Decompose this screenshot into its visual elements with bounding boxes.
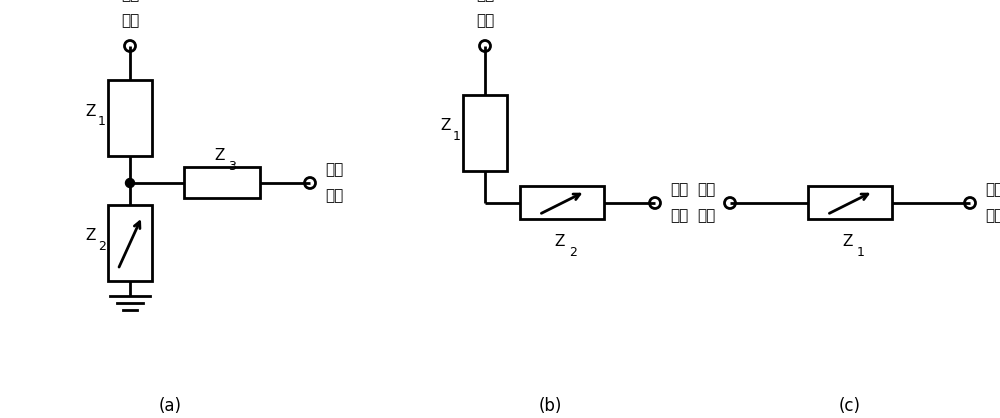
Text: 补偿: 补偿: [985, 183, 1000, 197]
Text: 1: 1: [857, 246, 865, 259]
Bar: [108, 80, 152, 156]
Text: 信号: 信号: [670, 209, 688, 224]
Text: Z: Z: [843, 234, 853, 249]
Text: 3: 3: [228, 160, 236, 173]
Text: 1: 1: [453, 130, 461, 143]
Bar: [184, 168, 260, 199]
Text: 2: 2: [98, 240, 106, 253]
Text: 补偿: 补偿: [325, 163, 343, 178]
Bar: [520, 186, 604, 219]
Text: 电学: 电学: [697, 183, 715, 197]
Bar: [463, 95, 507, 171]
Text: Z: Z: [441, 118, 451, 133]
Bar: [108, 205, 152, 281]
Text: Z: Z: [555, 234, 565, 249]
Text: Z: Z: [86, 229, 96, 244]
Text: 电学: 电学: [121, 0, 139, 3]
Text: (c): (c): [839, 397, 861, 415]
Text: 信号: 信号: [985, 209, 1000, 224]
Text: 输入: 输入: [697, 209, 715, 224]
Text: 1: 1: [98, 115, 106, 128]
Text: 电学: 电学: [476, 0, 494, 3]
Text: 输入: 输入: [121, 13, 139, 28]
Text: 补偿: 补偿: [670, 183, 688, 197]
Text: 2: 2: [569, 246, 577, 259]
Circle shape: [126, 178, 134, 188]
Text: Z: Z: [215, 148, 225, 163]
Text: Z: Z: [86, 104, 96, 118]
Text: 信号: 信号: [325, 189, 343, 204]
Text: (b): (b): [538, 397, 562, 415]
Text: 输入: 输入: [476, 13, 494, 28]
Text: (a): (a): [158, 397, 182, 415]
Bar: [808, 186, 892, 219]
